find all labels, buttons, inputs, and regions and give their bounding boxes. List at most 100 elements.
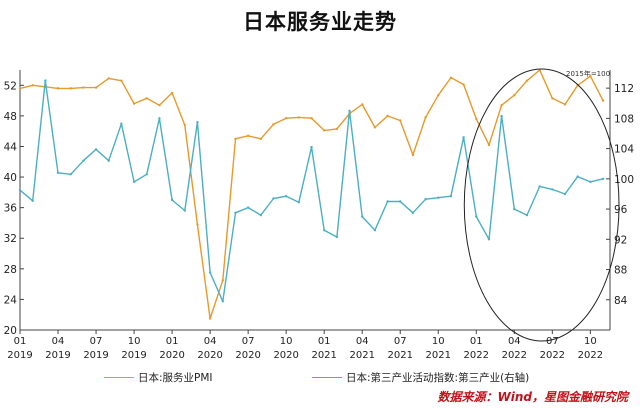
data-point-tertiary <box>272 197 275 200</box>
x-tick-year-label: 2019 <box>83 350 108 361</box>
data-point-tertiary <box>322 229 326 232</box>
data-point-pmi <box>234 137 237 141</box>
x-tick-month-label: 10 <box>280 336 293 347</box>
data-point-tertiary <box>411 211 415 215</box>
data-point-pmi <box>82 86 85 89</box>
data-point-tertiary <box>234 211 237 215</box>
y-right-tick-label: 100 <box>614 174 634 186</box>
data-point-tertiary <box>424 198 427 201</box>
x-tick-year-label: 2020 <box>235 350 260 361</box>
data-point-pmi <box>69 87 72 90</box>
x-tick-month-label: 10 <box>584 336 597 347</box>
data-point-pmi <box>31 84 34 87</box>
data-point-tertiary <box>361 215 364 218</box>
x-tick-month-label: 10 <box>432 336 445 347</box>
data-point-tertiary <box>373 229 377 232</box>
highlight-ellipse <box>463 68 620 342</box>
y-left-tick-label: 24 <box>4 294 18 306</box>
data-point-pmi <box>563 103 567 106</box>
data-point-tertiary <box>399 200 402 203</box>
data-point-pmi <box>525 79 529 82</box>
data-point-tertiary <box>589 180 592 184</box>
data-point-tertiary <box>462 136 465 139</box>
y-left-tick-label: 32 <box>4 233 17 245</box>
data-point-pmi <box>120 79 123 82</box>
y-left-tick-label: 44 <box>4 141 18 153</box>
x-tick-month-label: 07 <box>242 336 255 347</box>
data-point-tertiary <box>120 122 123 125</box>
y-left-tick-label: 28 <box>4 264 17 276</box>
data-point-tertiary <box>525 213 529 217</box>
data-point-tertiary <box>449 195 453 198</box>
data-point-pmi <box>335 127 339 131</box>
data-point-tertiary <box>246 206 250 209</box>
data-point-pmi <box>297 116 301 119</box>
data-point-tertiary <box>551 188 554 191</box>
data-point-tertiary <box>107 159 110 162</box>
data-point-tertiary <box>132 180 136 184</box>
data-point-tertiary <box>297 201 301 204</box>
data-point-tertiary <box>18 188 22 192</box>
series-line-tertiary <box>19 79 604 302</box>
data-point-pmi <box>107 77 110 80</box>
data-point-tertiary <box>82 159 85 162</box>
data-point-tertiary <box>259 213 263 217</box>
x-tick-month-label: 01 <box>470 336 483 347</box>
data-point-tertiary <box>170 198 174 202</box>
data-point-tertiary <box>208 271 212 274</box>
data-point-pmi <box>208 317 212 320</box>
legend-pmi: 日本:服务业PMI <box>104 370 213 385</box>
data-point-pmi <box>449 76 453 79</box>
data-point-pmi <box>361 103 364 106</box>
data-point-tertiary <box>348 109 351 113</box>
right-axis-unit: 2015年=100 <box>566 70 611 78</box>
data-point-pmi <box>373 126 377 129</box>
x-tick-month-label: 04 <box>52 336 65 347</box>
data-point-tertiary <box>487 238 491 241</box>
x-tick-year-label: 2019 <box>45 350 70 361</box>
x-tick-year-label: 2019 <box>7 350 32 361</box>
x-tick-month-label: 01 <box>166 336 179 347</box>
data-point-pmi <box>158 103 161 107</box>
data-point-tertiary <box>500 114 503 118</box>
x-tick-year-label: 2021 <box>349 350 374 361</box>
x-tick-year-label: 2022 <box>502 350 527 361</box>
data-point-tertiary <box>563 192 567 196</box>
x-tick-month-label: 01 <box>318 336 331 347</box>
data-point-tertiary <box>56 171 60 174</box>
x-tick-month-label: 04 <box>204 336 217 347</box>
data-point-tertiary <box>196 120 199 124</box>
data-point-pmi <box>322 129 326 132</box>
x-tick-year-label: 2022 <box>578 350 603 361</box>
data-point-pmi <box>462 83 465 86</box>
legend-tertiary-label: 日本:第三产业活动指数:第三产业(右轴) <box>346 372 530 384</box>
data-point-tertiary <box>94 148 98 151</box>
data-point-tertiary <box>513 207 516 211</box>
x-tick-year-label: 2022 <box>464 350 489 361</box>
legend-pmi-swatch <box>104 377 134 378</box>
x-tick-month-label: 10 <box>128 336 141 347</box>
y-right-tick-label: 96 <box>614 204 628 216</box>
data-point-tertiary <box>44 79 47 82</box>
data-point-pmi <box>487 143 491 147</box>
data-point-pmi <box>589 74 592 78</box>
data-point-tertiary <box>31 199 34 202</box>
data-point-tertiary <box>576 175 579 178</box>
data-point-pmi <box>551 97 554 100</box>
data-point-tertiary <box>475 215 478 218</box>
data-point-pmi <box>94 86 98 89</box>
data-point-pmi <box>56 87 60 90</box>
y-left-tick-label: 52 <box>4 80 17 92</box>
data-point-tertiary <box>145 173 148 176</box>
x-tick-year-label: 2019 <box>121 350 146 361</box>
y-left-tick-label: 40 <box>4 172 17 184</box>
x-tick-month-label: 07 <box>394 336 407 347</box>
data-point-tertiary <box>183 209 186 212</box>
x-tick-year-label: 2021 <box>311 350 336 361</box>
data-point-tertiary <box>437 196 440 199</box>
x-tick-month-label: 04 <box>508 336 521 347</box>
data-point-pmi <box>500 103 503 107</box>
source-note: 数据来源：Wind，星图金融研究院 <box>437 390 628 404</box>
data-point-pmi <box>601 99 605 102</box>
